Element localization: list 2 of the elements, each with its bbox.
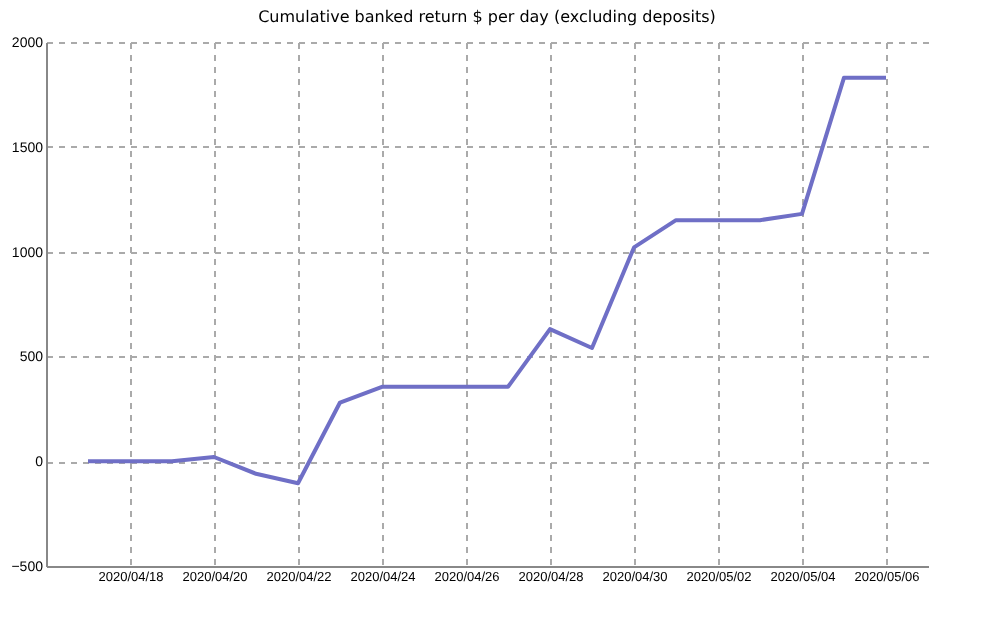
chart-title: Cumulative banked return $ per day (excluding deposits) <box>258 8 716 26</box>
line-series <box>86 75 888 486</box>
